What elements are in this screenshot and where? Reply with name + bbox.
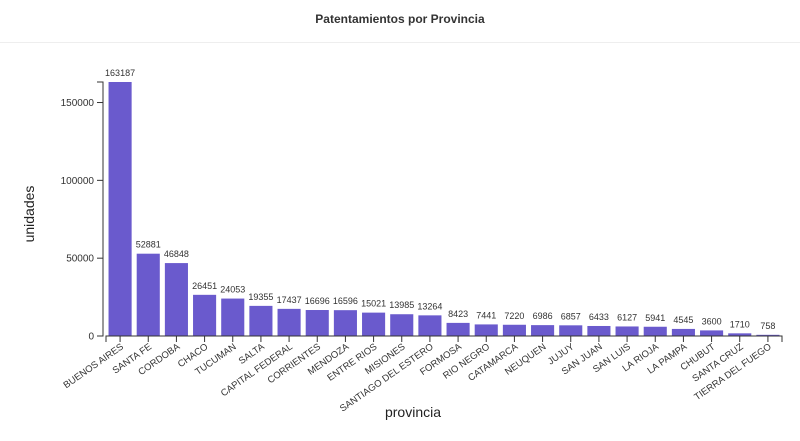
y-tick-label: 0 xyxy=(88,332,94,343)
value-label: 16596 xyxy=(333,296,358,306)
x-axis: BUENOS AIRESSANTA FECORDOBACHACOTUCUMANS… xyxy=(62,336,782,414)
value-label: 46848 xyxy=(164,249,189,259)
value-label: 26451 xyxy=(192,281,217,291)
bar xyxy=(137,254,160,336)
value-label: 24053 xyxy=(220,285,245,295)
bar xyxy=(362,313,385,336)
value-label: 19355 xyxy=(248,292,273,302)
bar xyxy=(165,263,188,336)
value-label: 6857 xyxy=(561,311,581,321)
bar xyxy=(221,299,244,336)
bar xyxy=(531,325,554,336)
bar xyxy=(503,325,526,336)
bar xyxy=(475,324,498,336)
bar xyxy=(672,329,695,336)
bar xyxy=(447,323,470,336)
y-tick: 100000 xyxy=(61,176,103,187)
value-label: 13985 xyxy=(389,300,414,310)
bar xyxy=(193,295,216,336)
y-axis: 0 50000 100000 150000 xyxy=(61,82,103,343)
y-axis-label: unidades xyxy=(21,186,37,243)
value-label: 6127 xyxy=(617,312,637,322)
value-label: 4545 xyxy=(673,315,693,325)
bar xyxy=(306,310,329,336)
value-label: 6986 xyxy=(533,311,553,321)
bar xyxy=(559,325,582,336)
y-tick-label: 100000 xyxy=(61,176,95,187)
value-label: 3600 xyxy=(702,316,722,326)
bar xyxy=(644,327,667,336)
x-axis-line xyxy=(106,336,782,342)
y-tick: 0 xyxy=(88,332,103,343)
bar xyxy=(700,330,723,336)
value-label: 52881 xyxy=(136,240,161,250)
value-label: 16696 xyxy=(305,296,330,306)
bar xyxy=(390,314,413,336)
value-label: 13264 xyxy=(417,301,442,311)
value-label: 17437 xyxy=(277,295,302,305)
y-tick: 50000 xyxy=(66,254,103,265)
bar xyxy=(249,306,272,336)
y-axis-line xyxy=(97,82,103,336)
value-label: 7441 xyxy=(476,310,496,320)
value-label: 758 xyxy=(760,321,775,331)
value-label: 6433 xyxy=(589,312,609,322)
bar xyxy=(616,326,639,336)
bar xyxy=(587,326,610,336)
value-label: 8423 xyxy=(448,309,468,319)
y-tick-label: 150000 xyxy=(61,98,95,109)
bar xyxy=(109,82,132,336)
x-axis-label: provincia xyxy=(385,404,441,420)
y-tick-label: 50000 xyxy=(66,254,94,265)
value-label: 163187 xyxy=(105,68,135,78)
value-label: 1710 xyxy=(730,319,750,329)
y-tick: 150000 xyxy=(61,98,103,109)
bars: 163187 5288146848 264512405319355 174371669… xyxy=(105,68,779,336)
value-label: 15021 xyxy=(361,299,386,309)
value-label: 7220 xyxy=(504,311,524,321)
bar xyxy=(278,309,301,336)
value-label: 5941 xyxy=(645,313,665,323)
bar xyxy=(418,315,441,336)
bar xyxy=(334,310,357,336)
